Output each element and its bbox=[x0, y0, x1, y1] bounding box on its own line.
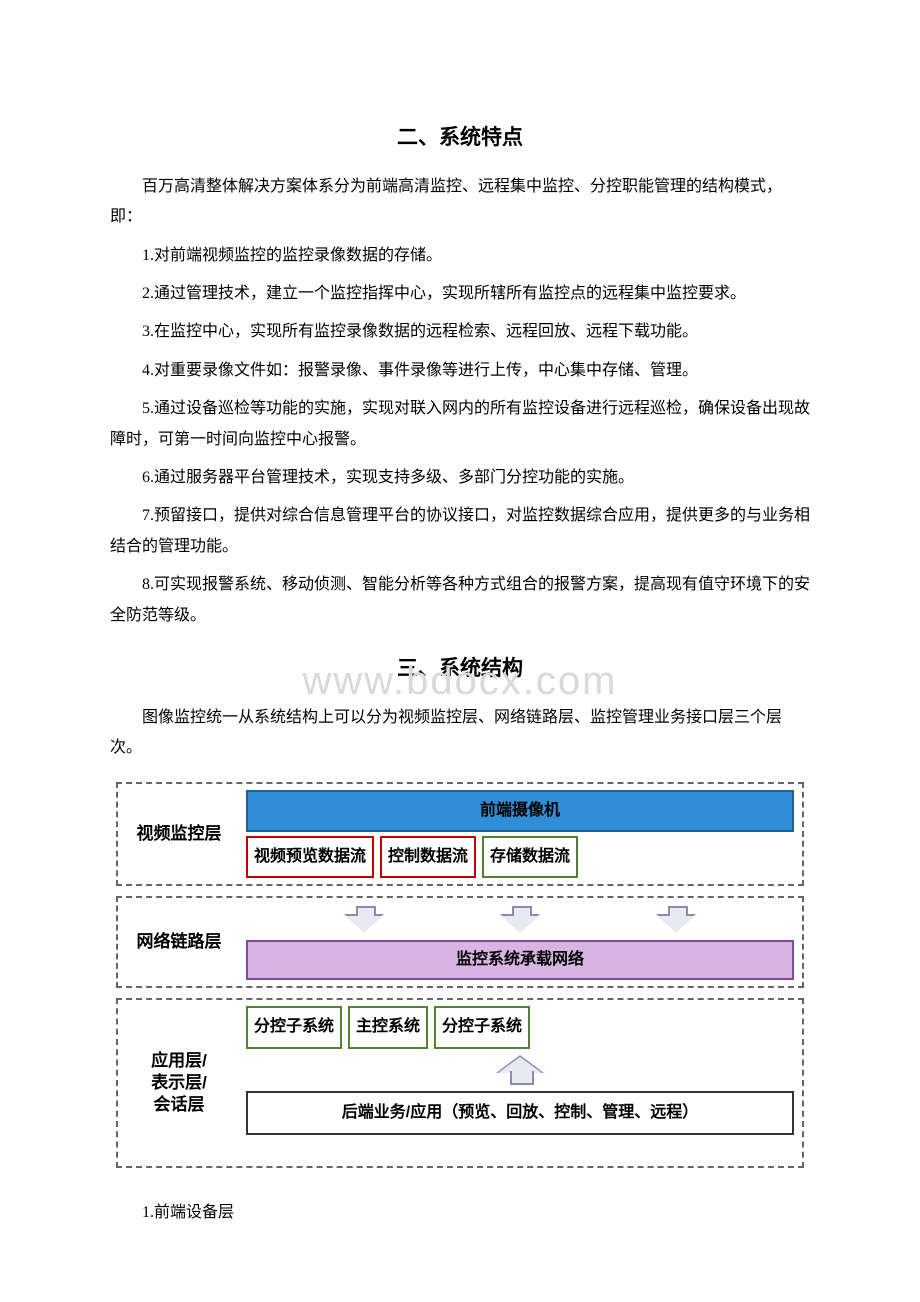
section-3-intro: 图像监控统一从系统结构上可以分为视频监控层、网络链路层、监控管理业务接口层三个层… bbox=[110, 703, 810, 764]
section-2-item-7: 7.预留接口，提供对综合信息管理平台的协议接口，对监控数据综合应用，提供更多的与… bbox=[110, 501, 810, 562]
section-2-title: 二、系统特点 bbox=[110, 118, 810, 158]
arrow-down-icon bbox=[342, 906, 386, 934]
section-3-title: 三、系统结构 bbox=[110, 649, 810, 689]
arrow-down-icon bbox=[654, 906, 698, 934]
section-2-item-2: 2.通过管理技术，建立一个监控指挥中心，实现所辖所有监控点的远程集中监控要求。 bbox=[110, 279, 810, 309]
layer-application: 应用层/ 表示层/ 会话层 分控子系统 主控系统 分控子系统 后端业务/应用（预… bbox=[116, 998, 804, 1168]
layer-video: 视频监控层 前端摄像机 视频预览数据流 控制数据流 存储数据流 bbox=[116, 782, 804, 887]
section-2-item-6: 6.通过服务器平台管理技术，实现支持多级、多部门分控功能的实施。 bbox=[110, 463, 810, 493]
arrow-down-icon bbox=[498, 906, 542, 934]
layer-network: 网络链路层 监控系统承载网络 bbox=[116, 896, 804, 988]
architecture-diagram: 视频监控层 前端摄像机 视频预览数据流 控制数据流 存储数据流 网络链路层 监控… bbox=[116, 782, 804, 1169]
section-3-footer: 1.前端设备层 bbox=[110, 1198, 810, 1228]
section-2-item-1: 1.对前端视频监控的监控录像数据的存储。 bbox=[110, 241, 810, 271]
section-2-intro: 百万高清整体解决方案体系分为前端高清监控、远程集中监控、分控职能管理的结构模式，… bbox=[110, 172, 810, 233]
section-2-item-8: 8.可实现报警系统、移动侦测、智能分析等各种方式组合的报警方案，提高现有值守环境… bbox=[110, 570, 810, 631]
arrow-up-icon bbox=[488, 1055, 552, 1085]
backend-app-box: 后端业务/应用（预览、回放、控制、管理、远程） bbox=[246, 1091, 794, 1135]
maincontrol-box: 主控系统 bbox=[348, 1006, 428, 1048]
section-2-item-3: 3.在监控中心，实现所有监控录像数据的远程检索、远程回放、远程下载功能。 bbox=[110, 317, 810, 347]
carrier-network-box: 监控系统承载网络 bbox=[246, 940, 794, 980]
preview-stream-box: 视频预览数据流 bbox=[246, 836, 374, 878]
subcontrol-left-box: 分控子系统 bbox=[246, 1006, 342, 1048]
camera-box: 前端摄像机 bbox=[246, 790, 794, 832]
layer-application-label: 应用层/ 表示层/ 会话层 bbox=[118, 1000, 240, 1166]
layer-network-label: 网络链路层 bbox=[118, 898, 240, 986]
subcontrol-right-box: 分控子系统 bbox=[434, 1006, 530, 1048]
section-2-item-5: 5.通过设备巡检等功能的实施，实现对联入网内的所有监控设备进行远程巡检，确保设备… bbox=[110, 394, 810, 455]
layer-video-label: 视频监控层 bbox=[118, 784, 240, 885]
section-2-item-4: 4.对重要录像文件如：报警录像、事件录像等进行上传，中心集中存储、管理。 bbox=[110, 356, 810, 386]
control-stream-box: 控制数据流 bbox=[380, 836, 476, 878]
storage-stream-box: 存储数据流 bbox=[482, 836, 578, 878]
